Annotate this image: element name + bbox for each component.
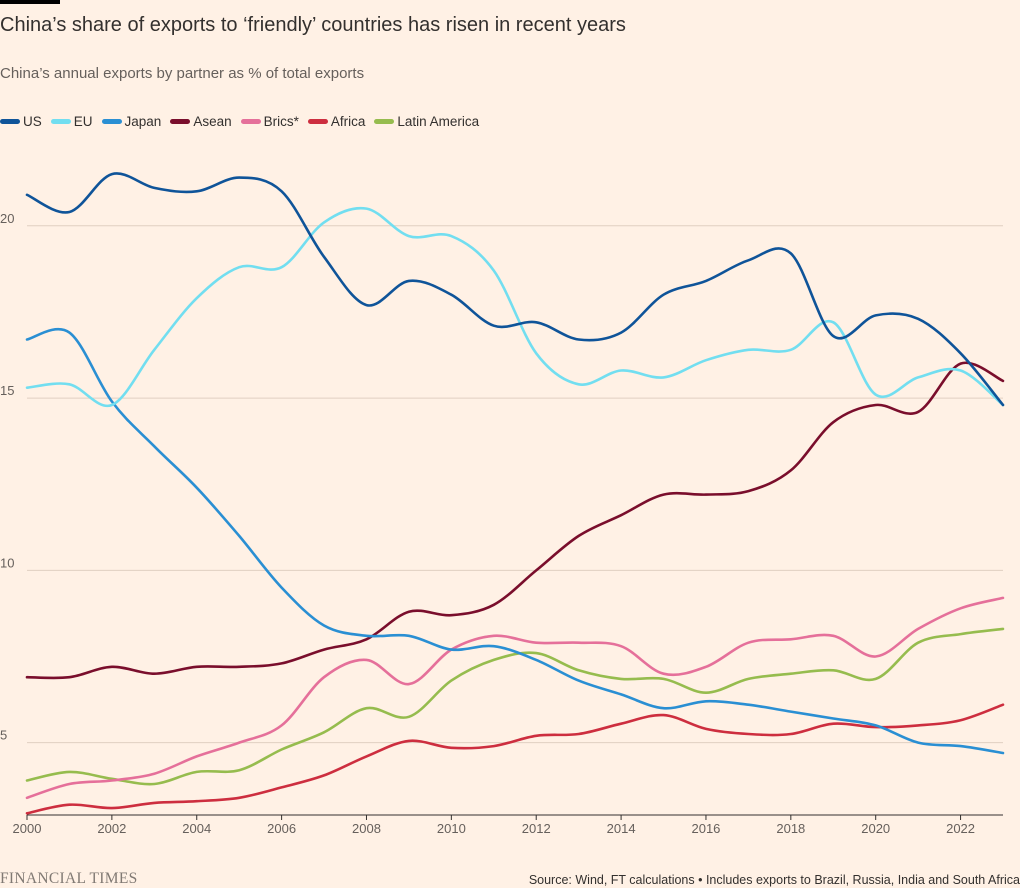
y-tick-label: 20 (0, 211, 14, 226)
chart-legend: US EU Japan Asean Brics* Africa Latin America (0, 114, 488, 129)
legend-item: US (0, 114, 42, 129)
chart-subtitle: China’s annual exports by partner as % o… (0, 65, 365, 82)
x-tick-label: 2010 (437, 821, 466, 836)
legend-label: Latin America (397, 114, 480, 129)
legend-label: US (23, 114, 42, 129)
legend-item: EU (50, 114, 93, 129)
legend-swatch (50, 119, 71, 124)
x-tick-label: 2002 (97, 821, 126, 836)
series-line-eu (25, 206, 1005, 408)
legend-label: Brics* (263, 114, 299, 129)
legend-label: Asean (193, 114, 232, 129)
y-tick-label: 5 (0, 728, 7, 743)
ft-logo: FINANCIAL TIMES (0, 870, 138, 887)
series-line-asean (25, 361, 1005, 680)
legend-swatch (101, 119, 122, 124)
legend-swatch (374, 119, 395, 124)
legend-item: Latin America (374, 114, 479, 129)
legend-swatch (170, 119, 191, 124)
x-tick-label: 2018 (776, 821, 805, 836)
line-chart: 5 10 15 20 2000 2002 2004 2006 2008 2010 2012 2014 2… (0, 172, 1005, 836)
x-tick-label: 2022 (946, 821, 975, 836)
series-line-brics (25, 596, 1005, 800)
legend-label: EU (73, 114, 93, 129)
source-note: Source: Wind, FT calculations • Includes… (528, 873, 1020, 887)
x-tick-label: 2016 (691, 821, 720, 836)
x-tick-label: 2012 (522, 821, 551, 836)
series-line-us (25, 172, 1005, 407)
x-tick-label: 2000 (13, 821, 42, 836)
legend-swatch (0, 119, 20, 124)
legend-item: Brics* (240, 114, 299, 129)
legend-item: Japan (101, 114, 162, 129)
legend-label: Africa (330, 114, 366, 129)
x-tick-label: 2020 (861, 821, 890, 836)
series-line-latin-america (25, 627, 1005, 786)
legend-swatch (240, 119, 261, 124)
chart-title: China’s share of exports to ‘friendly’ c… (0, 14, 626, 36)
y-tick-label: 15 (0, 383, 14, 398)
series-line-africa (25, 703, 1005, 815)
x-tick-label: 2006 (267, 821, 296, 836)
legend-item: Asean (170, 114, 232, 129)
x-tick-label: 2008 (352, 821, 381, 836)
y-tick-label: 10 (0, 555, 14, 570)
legend-item: Africa (307, 114, 366, 129)
x-tick-label: 2004 (182, 821, 211, 836)
legend-swatch (307, 119, 328, 124)
brand-bar (0, 0, 60, 4)
x-tick-label: 2014 (607, 821, 636, 836)
series-line-japan (25, 327, 1005, 755)
legend-label: Japan (124, 114, 162, 129)
